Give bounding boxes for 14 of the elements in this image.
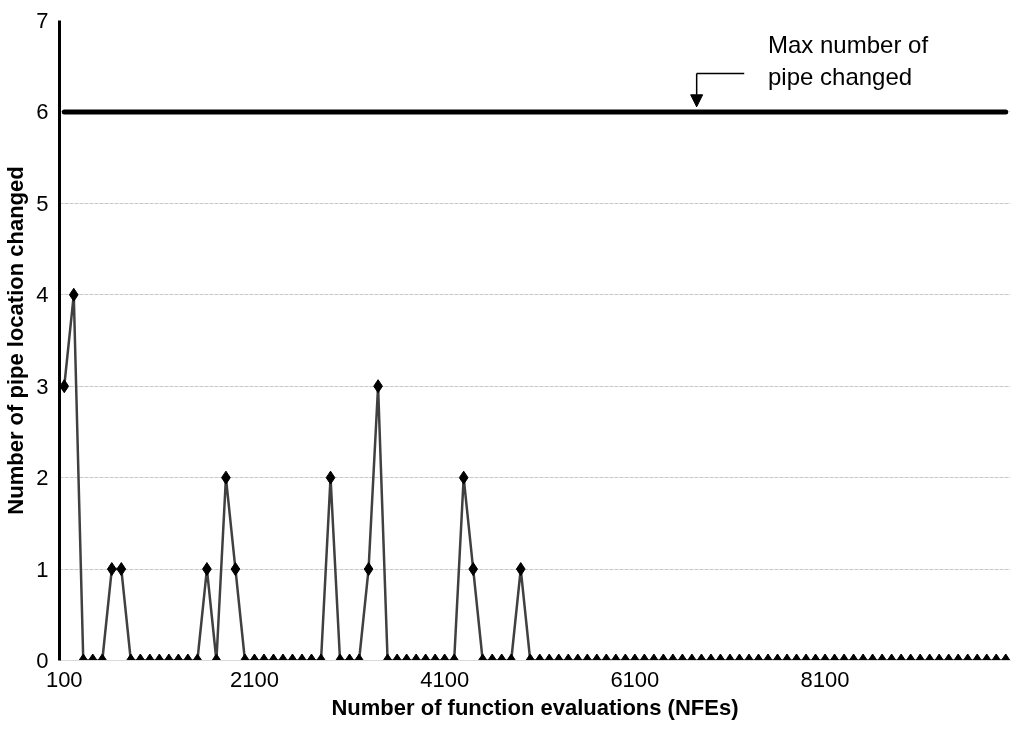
- x-tick-label: 2100: [229, 666, 279, 692]
- y-tick-label: 7: [36, 8, 49, 33]
- y-tick-label: 2: [36, 465, 49, 491]
- y-tick-label: 1: [36, 556, 49, 582]
- legend-label: Max number of pipe changed: [767, 31, 929, 91]
- x-tick-label: 4100: [420, 666, 470, 692]
- y-tick-label: 5: [36, 190, 49, 216]
- y-tick-label: 6: [36, 99, 49, 125]
- y-axis-title: Number of pipe location changed: [3, 166, 29, 515]
- y-tick-label: 3: [36, 373, 49, 399]
- y-tick-label: 4: [36, 282, 49, 308]
- x-tick-label: 6100: [610, 666, 660, 692]
- x-axis-title: Number of function evaluations (NFEs): [331, 694, 739, 720]
- x-tick-label: 8100: [800, 666, 850, 692]
